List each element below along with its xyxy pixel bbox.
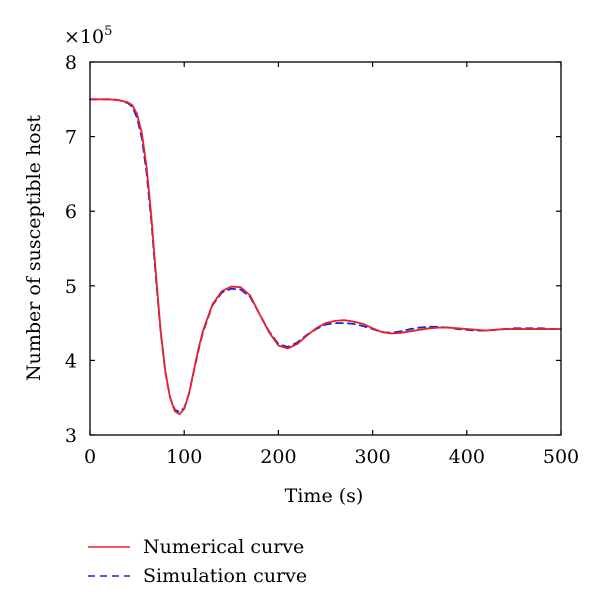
legend-label-numerical: Numerical curve	[143, 536, 304, 558]
y-axis-title: Number of susceptible host	[23, 115, 45, 381]
x-tick-label: 400	[449, 446, 485, 468]
x-tick-label: 500	[543, 446, 579, 468]
y-tick-label: 4	[65, 350, 77, 372]
legend: Numerical curve Simulation curve	[88, 536, 307, 587]
y-multiplier-text: ×105	[64, 24, 112, 48]
y-tick-label: 5	[65, 276, 77, 298]
y-tick-label: 6	[65, 201, 77, 223]
y-tick-label: 8	[65, 52, 77, 74]
x-tick-label: 0	[84, 446, 96, 468]
y-multiplier-label: ×105	[64, 24, 112, 48]
series-layer	[89, 98, 562, 416]
x-axis-title: Time (s)	[285, 485, 364, 507]
numerical-curve-line	[89, 98, 562, 416]
x-tick-label: 300	[354, 446, 390, 468]
y-tick-label: 7	[65, 127, 77, 149]
legend-label-simulation: Simulation curve	[143, 565, 307, 587]
plot-area-frame	[89, 61, 562, 436]
y-tick-label: 3	[65, 425, 77, 447]
x-tick-label: 200	[260, 446, 296, 468]
x-tick-label: 100	[166, 446, 202, 468]
tick-layer: 0 100 200 300 400 500 3 4 5 6 7 8	[65, 52, 579, 468]
simulation-curve-line	[89, 98, 562, 413]
